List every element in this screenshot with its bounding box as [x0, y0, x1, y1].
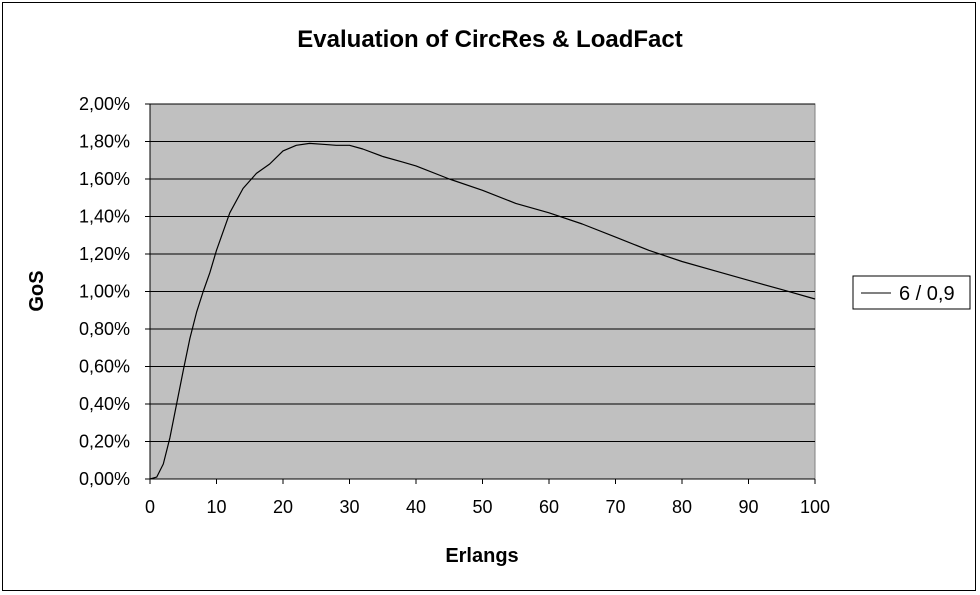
y-tick-label: 0,40% — [79, 394, 130, 414]
y-tick-label: 0,60% — [79, 357, 130, 377]
series-line-0 — [149, 142, 816, 480]
y-tick-label: 1,00% — [79, 282, 130, 302]
chart-title: Evaluation of CircRes & LoadFact — [297, 26, 682, 53]
y-tick-label: 1,40% — [79, 207, 130, 227]
y-tick-label: 0,00% — [79, 469, 130, 489]
y-tick-label: 1,20% — [79, 244, 130, 264]
x-tick-labels: 0 10 20 30 40 50 60 70 80 90 100 — [145, 497, 830, 517]
x-tick-label: 20 — [273, 497, 293, 517]
y-tick-labels: 0,00% 0,20% 0,40% 0,60% 0,80% 1,00% 1,20% 1,40%… — [79, 94, 130, 489]
x-tick-label: 60 — [539, 497, 559, 517]
legend: 6 / 0,9 — [852, 275, 971, 310]
x-tick-label: 90 — [738, 497, 758, 517]
y-tick-label: 1,60% — [79, 169, 130, 189]
y-axis-title: GoS — [26, 270, 48, 311]
y-tick-label: 2,00% — [79, 94, 130, 114]
legend-label: 6 / 0,9 — [899, 283, 955, 305]
grid-lines — [150, 103, 815, 442]
x-tick-label: 50 — [472, 497, 492, 517]
x-tick-label: 0 — [145, 497, 155, 517]
y-tick-label: 0,20% — [79, 432, 130, 452]
x-tick-label: 30 — [339, 497, 359, 517]
x-axis-title: Erlangs — [445, 545, 518, 567]
x-tick-label: 10 — [206, 497, 226, 517]
x-tick-label: 100 — [800, 497, 830, 517]
x-tick-label: 80 — [672, 497, 692, 517]
y-tick-label: 1,80% — [79, 132, 130, 152]
x-tick-label: 40 — [406, 497, 426, 517]
legend-box — [852, 275, 971, 310]
x-tick-label: 70 — [605, 497, 625, 517]
series-layer — [149, 142, 816, 480]
y-tick-label: 0,80% — [79, 319, 130, 339]
axes — [145, 103, 816, 484]
